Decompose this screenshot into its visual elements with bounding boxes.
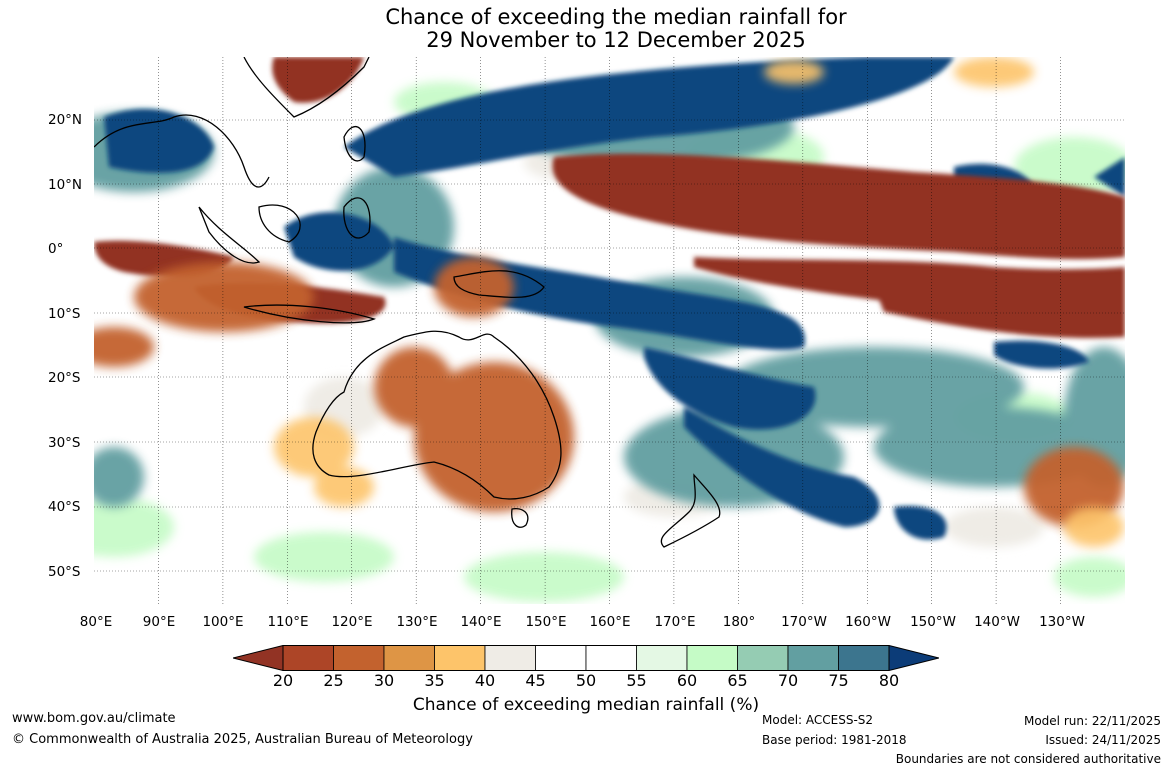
colorbar-cell — [686, 645, 738, 671]
longitude-label: 130°W — [1039, 614, 1085, 630]
colorbar-tick-label: 40 — [474, 671, 496, 690]
colorbar-cell — [636, 645, 688, 671]
longitude-label: 170°E — [654, 614, 696, 630]
issued-date: Issued: 24/11/2025 — [1045, 733, 1161, 747]
colorbar-tick-label: 75 — [828, 671, 849, 690]
colorbar-tick-label: 50 — [575, 671, 597, 690]
rainfall-map — [94, 57, 1125, 604]
longitude-label: 90°E — [142, 614, 176, 630]
colorbar-cell — [484, 645, 536, 671]
latitude-label: 20°S — [48, 370, 81, 386]
longitude-label: 110°E — [267, 614, 309, 630]
colorbar-tick-label: 65 — [727, 671, 748, 690]
colorbar-cell — [333, 645, 385, 671]
colorbar-tick-label: 60 — [676, 671, 698, 690]
colorbar-cell — [737, 645, 789, 671]
latitude-label: 10°N — [48, 177, 83, 193]
colorbar-tick-label: 20 — [272, 671, 294, 690]
latitude-label: 50°S — [48, 564, 81, 580]
longitude-label: 160°E — [589, 614, 631, 630]
colorbar-extend-low — [233, 645, 284, 671]
map-title-line1: Chance of exceeding the median rainfall … — [385, 5, 847, 29]
graticule — [94, 57, 1125, 604]
longitude-label: 140°W — [974, 614, 1020, 630]
model-name: Model: ACCESS-S2 — [762, 713, 874, 727]
longitude-label: 140°E — [460, 614, 502, 630]
colorbar — [233, 645, 939, 671]
colorbar-tick-label: 35 — [424, 671, 445, 690]
colorbar-tick-label: 80 — [878, 671, 900, 690]
website-link[interactable]: www.bom.gov.au/climate — [12, 711, 176, 726]
map-title-line2: 29 November to 12 December 2025 — [426, 28, 806, 52]
colorbar-cell — [383, 645, 435, 671]
latitude-label: 10°S — [48, 306, 81, 322]
colorbar-cell — [282, 645, 334, 671]
longitude-label: 180° — [722, 614, 756, 630]
colorbar-cell — [838, 645, 890, 671]
colorbar-cell — [787, 645, 839, 671]
longitude-label: 100°E — [202, 614, 244, 630]
latitude-label: 20°N — [48, 112, 83, 128]
coastlines — [94, 57, 721, 548]
latitude-label: 40°S — [48, 499, 81, 515]
boundaries-disclaimer: Boundaries are not considered authoritat… — [895, 752, 1161, 766]
base-period: Base period: 1981-2018 — [762, 733, 907, 747]
colorbar-extend-high — [888, 645, 939, 671]
longitude-label: 160°W — [845, 614, 891, 630]
colorbar-tick-label: 30 — [373, 671, 395, 690]
latitude-label: 0° — [48, 241, 64, 257]
colorbar-tick-label: 70 — [777, 671, 799, 690]
colorbar-title: Chance of exceeding median rainfall (%) — [412, 695, 760, 715]
model-run-date: Model run: 22/11/2025 — [1023, 714, 1161, 728]
colorbar-tick-label: 25 — [323, 671, 344, 690]
colorbar-cell — [535, 645, 587, 671]
longitude-label: 130°E — [396, 614, 438, 630]
colorbar-tick-label: 45 — [525, 671, 546, 690]
longitude-label: 80°E — [79, 614, 113, 630]
dry-light-areas — [274, 57, 1124, 547]
colorbar-tick-label: 55 — [626, 671, 647, 690]
latitude-label: 30°S — [48, 435, 81, 451]
longitude-label: 120°E — [331, 614, 373, 630]
longitude-label: 170°W — [781, 614, 827, 630]
colorbar-cell — [434, 645, 486, 671]
copyright-text: © Commonwealth of Australia 2025, Austra… — [12, 732, 473, 747]
colorbar-cell — [585, 645, 637, 671]
longitude-label: 150°E — [525, 614, 567, 630]
longitude-label: 150°W — [910, 614, 956, 630]
